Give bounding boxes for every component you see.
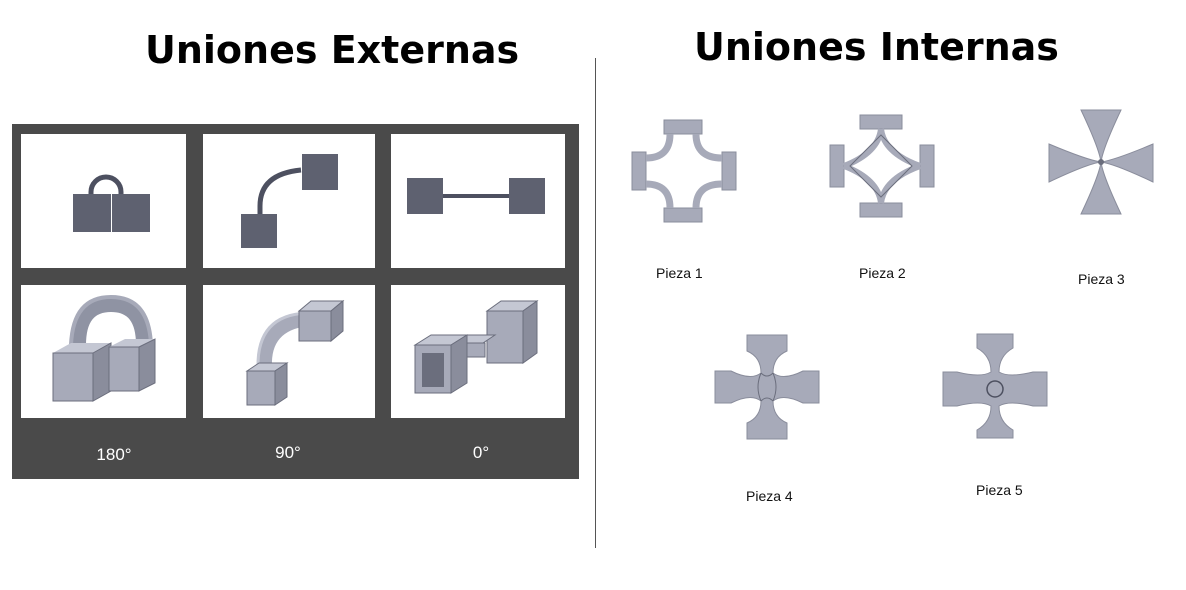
pieza-3-label: Pieza 3: [1078, 271, 1125, 287]
model-90-3d: [203, 285, 375, 418]
diagram-0-2d: [391, 134, 565, 268]
pieza-2-figure: [829, 114, 935, 218]
uniones-internas-title: Uniones Internas: [694, 25, 1059, 69]
angle-label-90: 90°: [275, 443, 301, 462]
pieza-5-label: Pieza 5: [976, 482, 1023, 498]
joint-0-2d-figure: [407, 178, 545, 214]
pieza-1-figure: [631, 119, 737, 223]
vertical-divider: [595, 58, 596, 548]
angle-label-180: 180°: [96, 445, 132, 464]
diagram-180-2d: [21, 134, 186, 268]
pieza-4-label: Pieza 4: [746, 488, 793, 504]
uniones-externas-title: Uniones Externas: [145, 28, 520, 72]
external-joints-panel: 180° 90° 0°: [12, 124, 579, 479]
joint-180-3d-figure: [52, 294, 156, 402]
model-0-3d: [391, 285, 565, 418]
pieza-3-figure: [1048, 109, 1154, 215]
model-180-3d: [21, 285, 186, 418]
joint-180-2d-figure: [73, 174, 150, 232]
pieza-4-figure: [714, 334, 820, 440]
angle-label-0: 0°: [472, 443, 490, 462]
joint-90-3d-figure: [245, 299, 345, 406]
joint-0-3d-figure: [413, 300, 539, 394]
joint-90-2d-figure: [241, 154, 338, 248]
pieza-5-figure: [942, 333, 1048, 439]
pieza-2-label: Pieza 2: [859, 265, 906, 281]
pieza-1-label: Pieza 1: [656, 265, 703, 281]
diagram-90-2d: [203, 134, 375, 268]
